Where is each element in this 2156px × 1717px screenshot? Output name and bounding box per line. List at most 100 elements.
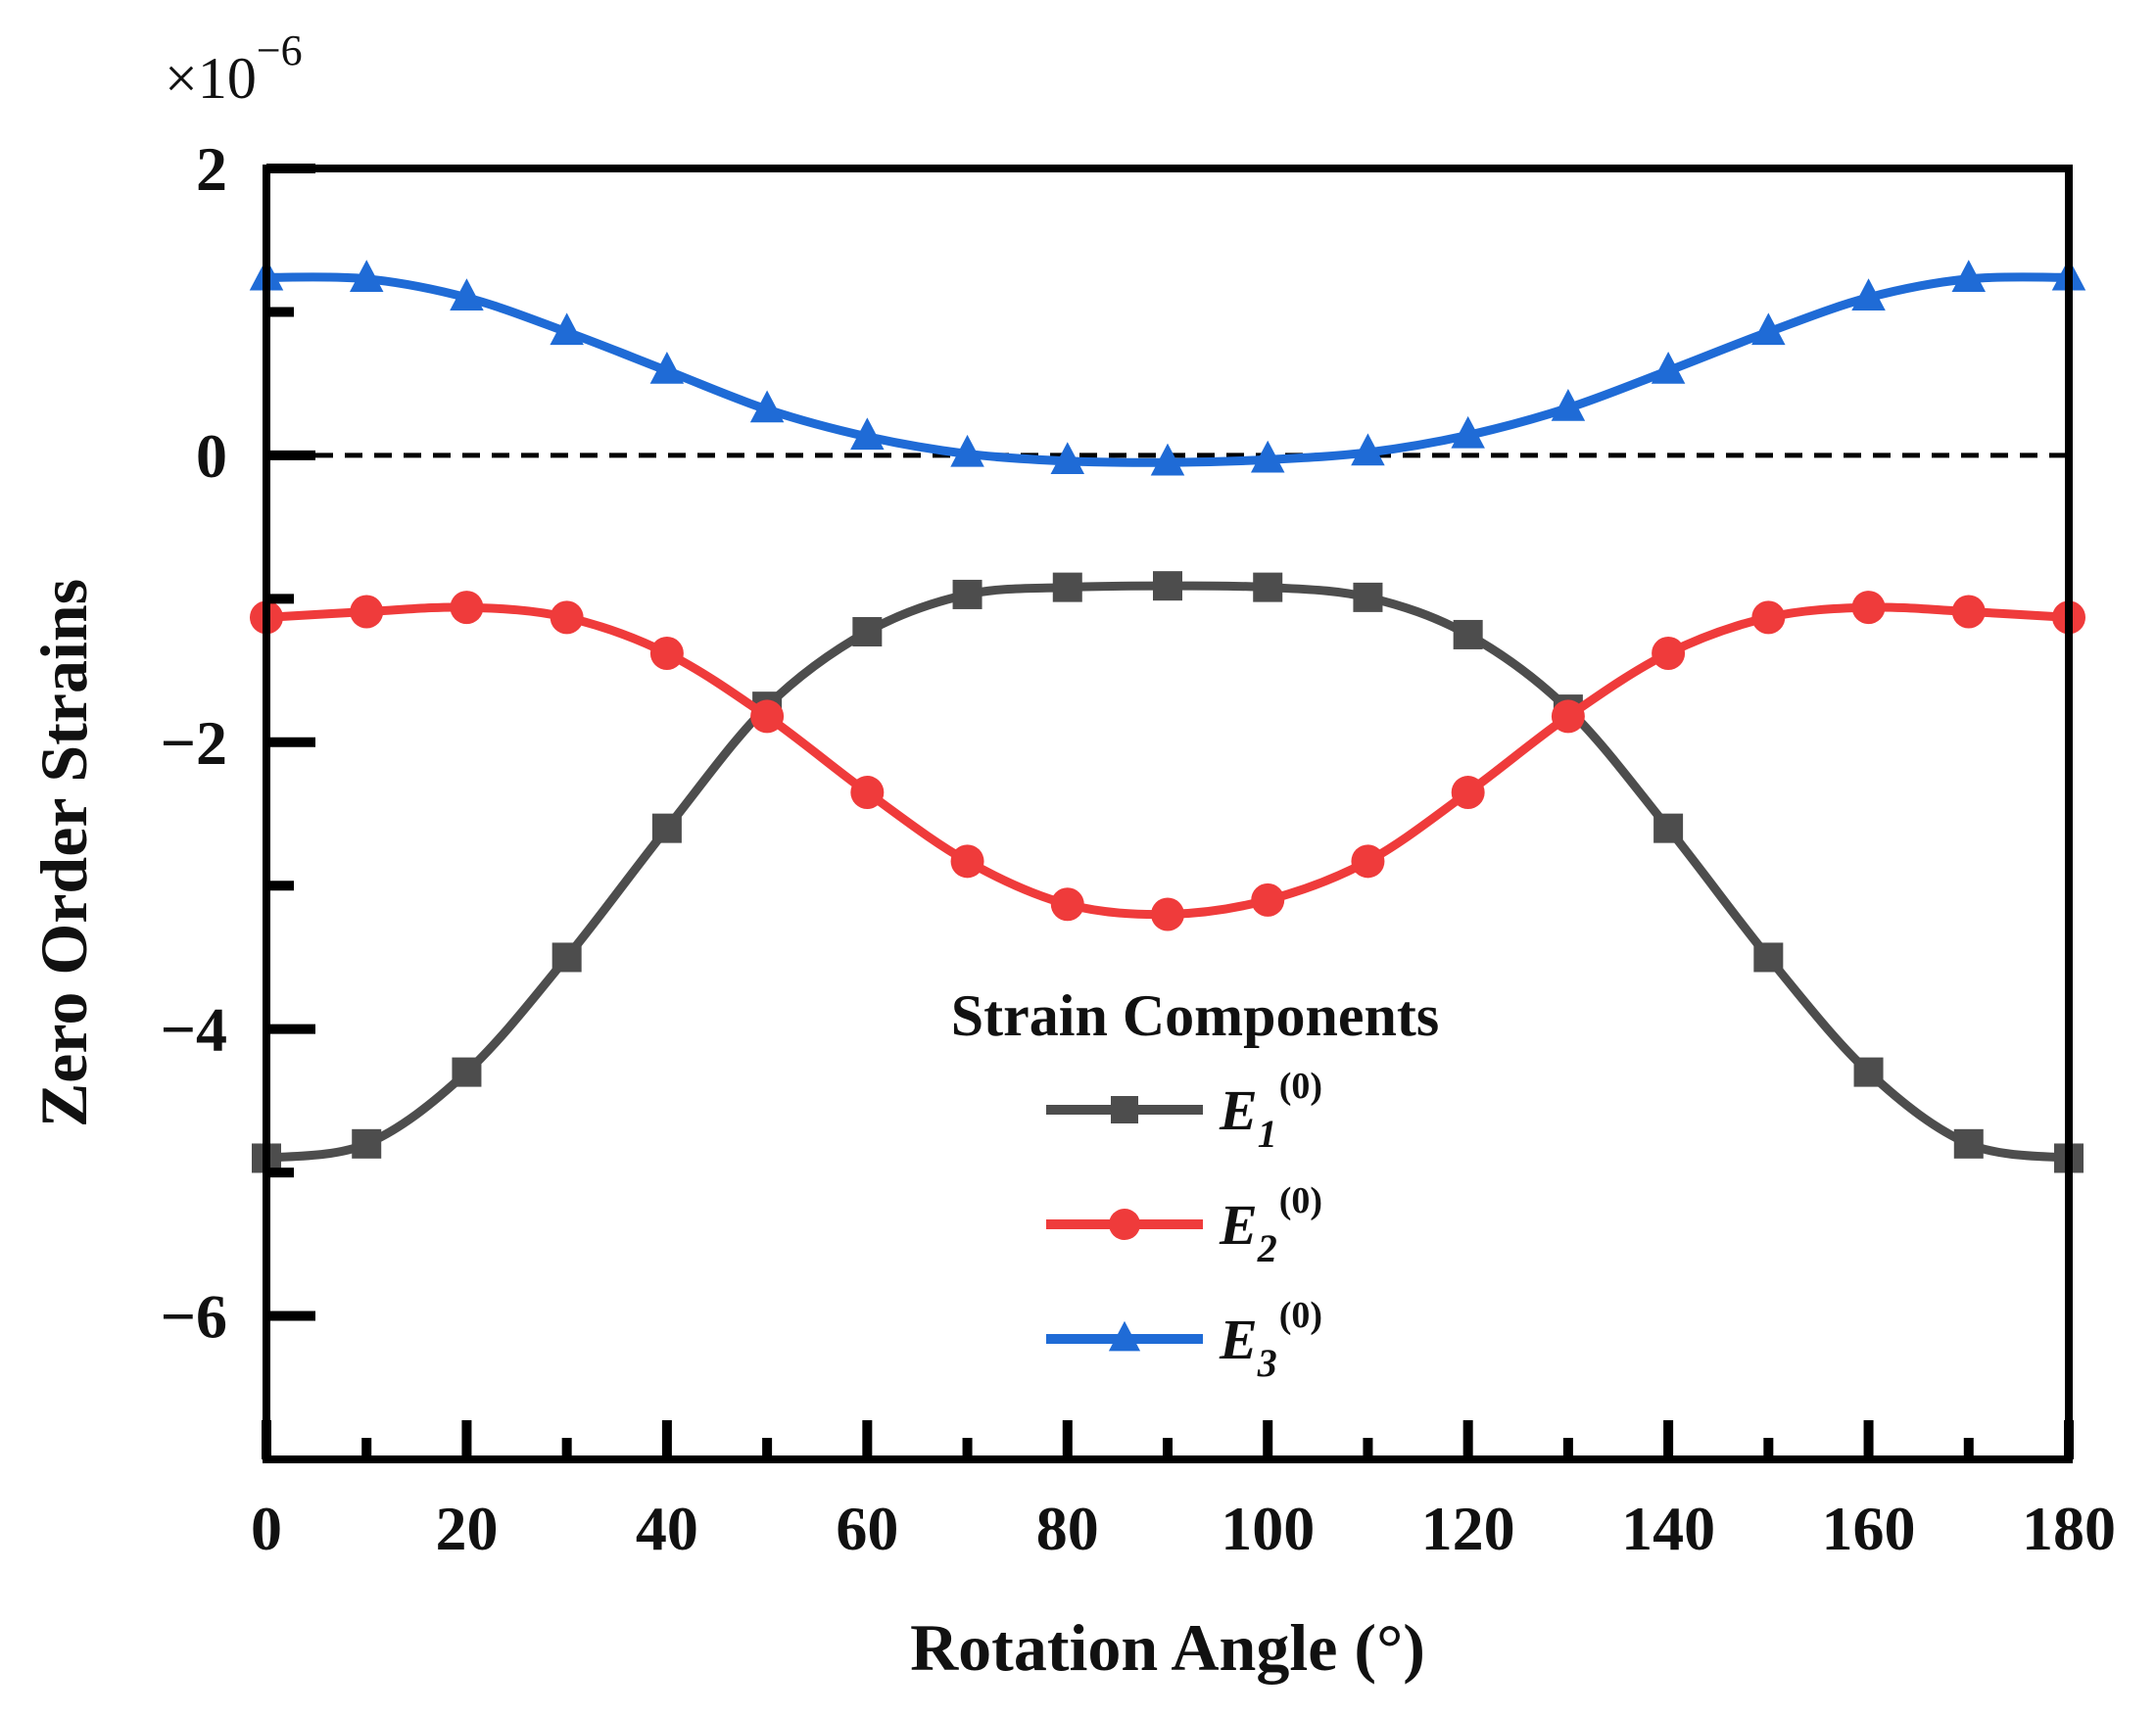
series-2-point bbox=[1551, 699, 1585, 734]
series-2-point bbox=[649, 636, 684, 670]
plot-frame bbox=[263, 165, 2073, 1463]
series-1-point bbox=[1853, 1057, 1884, 1087]
series-1-point bbox=[1253, 572, 1283, 602]
series-1-point bbox=[352, 1128, 382, 1159]
legend-swatch-marker bbox=[1111, 1096, 1138, 1123]
series-2-point bbox=[750, 699, 785, 734]
legend: Strain Components E1(0)E2(0)E3(0) bbox=[951, 983, 1439, 1385]
series-3-point bbox=[1150, 443, 1185, 476]
y-tick-label: −6 bbox=[161, 1282, 227, 1352]
series-3-line bbox=[265, 272, 2070, 467]
series-2-point bbox=[1151, 897, 1184, 931]
legend-label-symbol: E bbox=[1219, 1308, 1258, 1371]
series-2-point bbox=[950, 844, 984, 879]
series-2-point bbox=[850, 776, 885, 810]
series-3-point bbox=[550, 312, 584, 346]
y-axis-multiplier-base: ×10 bbox=[165, 46, 257, 111]
y-axis-multiplier-exponent: −6 bbox=[257, 26, 303, 74]
legend-title: Strain Components bbox=[951, 983, 1439, 1048]
series-3 bbox=[249, 258, 2086, 476]
legend-label-symbol: E bbox=[1219, 1193, 1258, 1257]
x-axis-title: Rotation Angle (°) bbox=[910, 1610, 1425, 1685]
legend-item-1: E1(0) bbox=[1046, 1066, 1322, 1156]
series-1-line bbox=[265, 581, 2070, 1163]
series-2-point bbox=[1751, 600, 1786, 635]
legend-label-subscript: 2 bbox=[1257, 1226, 1277, 1270]
x-tick-label: 140 bbox=[1621, 1494, 1715, 1563]
x-tick-label: 120 bbox=[1421, 1494, 1515, 1563]
series-1-point bbox=[452, 1057, 482, 1087]
series-3-point bbox=[1451, 415, 1485, 449]
series-3-point bbox=[1250, 440, 1285, 473]
y-tick-label: 0 bbox=[196, 421, 227, 491]
legend-item-2: E2(0) bbox=[1046, 1180, 1322, 1270]
x-tick-label: 100 bbox=[1221, 1494, 1315, 1563]
x-tick-label: 40 bbox=[636, 1494, 698, 1563]
series-2-point bbox=[1251, 882, 1285, 917]
legend-label: E1(0) bbox=[1219, 1066, 1322, 1156]
series-1-point bbox=[1153, 571, 1182, 601]
x-tick-label: 60 bbox=[836, 1494, 898, 1563]
series-1-point bbox=[1653, 813, 1684, 843]
series-1-point bbox=[852, 617, 883, 647]
series-1-point bbox=[1453, 619, 1483, 649]
y-axis-multiplier: ×10−6 bbox=[165, 26, 303, 111]
series-2 bbox=[250, 591, 2085, 931]
series-3-point bbox=[1351, 433, 1385, 466]
y-tick-label: 2 bbox=[196, 134, 227, 204]
series-2-point bbox=[1351, 844, 1385, 879]
series-1-point bbox=[952, 579, 982, 609]
series-3-point bbox=[1050, 442, 1085, 474]
x-tick-label: 80 bbox=[1036, 1494, 1099, 1563]
series-3-point bbox=[1751, 312, 1786, 346]
y-tick-label: −2 bbox=[161, 708, 227, 778]
legend-label: E3(0) bbox=[1219, 1295, 1322, 1385]
legend-label: E2(0) bbox=[1219, 1180, 1322, 1270]
legend-swatch-marker bbox=[1109, 1209, 1140, 1240]
series-3-point bbox=[1951, 260, 1987, 292]
legend-label-symbol: E bbox=[1219, 1078, 1258, 1142]
series-2-point bbox=[1451, 776, 1485, 810]
series-3-point bbox=[1551, 389, 1586, 421]
legend-item-3: E3(0) bbox=[1046, 1295, 1322, 1385]
x-tick-label: 20 bbox=[435, 1494, 498, 1563]
series-1-point bbox=[1353, 582, 1383, 612]
y-axis-title: Zero Order Strains bbox=[26, 579, 101, 1127]
legend-items: E1(0)E2(0)E3(0) bbox=[1046, 1066, 1322, 1385]
series-1-point bbox=[1953, 1128, 1984, 1159]
series-1-point bbox=[551, 942, 582, 973]
series-2-point bbox=[1851, 591, 1886, 625]
series-3-point bbox=[850, 417, 885, 451]
legend-swatch-marker bbox=[1108, 1320, 1141, 1352]
series-layer bbox=[249, 258, 2086, 1173]
x-tick-label: 180 bbox=[2022, 1494, 2116, 1563]
series-1-point bbox=[651, 813, 682, 843]
x-tick-label: 160 bbox=[1822, 1494, 1916, 1563]
series-2-point bbox=[1652, 636, 1686, 670]
legend-label-superscript: (0) bbox=[1279, 1180, 1322, 1221]
series-3-point bbox=[950, 434, 984, 467]
series-2-point bbox=[1050, 887, 1084, 922]
series-3-point bbox=[1651, 351, 1686, 384]
series-1 bbox=[252, 571, 2084, 1173]
series-3-point bbox=[749, 390, 785, 423]
series-3-point bbox=[649, 351, 685, 384]
series-2-point bbox=[550, 600, 584, 635]
legend-label-subscript: 1 bbox=[1258, 1112, 1277, 1156]
series-2-point bbox=[350, 595, 384, 629]
series-3-point bbox=[450, 278, 484, 311]
legend-label-subscript: 3 bbox=[1257, 1341, 1277, 1385]
series-2-line bbox=[265, 602, 2070, 920]
series-2-point bbox=[450, 591, 484, 625]
series-2-point bbox=[1951, 595, 1986, 629]
legend-label-superscript: (0) bbox=[1279, 1066, 1322, 1107]
legend-label-superscript: (0) bbox=[1279, 1295, 1322, 1336]
series-1-point bbox=[1052, 572, 1082, 602]
series-3-point bbox=[349, 260, 384, 292]
series-1-point bbox=[1753, 942, 1784, 973]
series-3-point bbox=[1851, 278, 1886, 311]
x-tick-label: 0 bbox=[251, 1494, 282, 1563]
y-tick-label: −4 bbox=[161, 995, 227, 1065]
